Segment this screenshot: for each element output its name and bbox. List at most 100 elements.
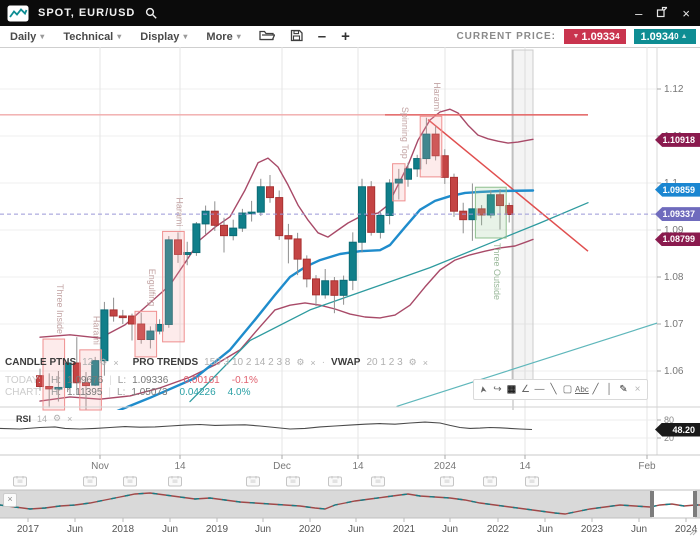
candle-body	[293, 238, 302, 260]
gear-icon[interactable]: ⚙	[408, 357, 417, 367]
close-icon[interactable]: ×	[113, 357, 119, 368]
current-price-label: CURRENT PRICE:	[456, 31, 556, 42]
svg-text:1.09: 1.09	[664, 225, 684, 236]
vwap-indicator-label: VWAP	[331, 357, 361, 368]
rsi-pane: 80 20	[0, 415, 674, 443]
bid-price-badge: ▼ 1.0933 4	[564, 29, 626, 44]
pattern-box-harami	[162, 230, 185, 343]
navigator-left-handle[interactable]	[650, 491, 654, 517]
candle-body	[348, 241, 357, 281]
gear-icon[interactable]: ⚙	[99, 357, 108, 367]
menu-bar: Daily ▾ Technical ▾ Display ▾ More ▾	[10, 31, 241, 43]
candle-body	[422, 133, 431, 160]
navigator-close-button[interactable]: ×	[3, 493, 17, 507]
candle-body	[155, 323, 164, 332]
event-marker[interactable]	[168, 476, 182, 487]
candle-body	[413, 158, 422, 170]
menu-technical[interactable]: Technical ▾	[63, 30, 122, 43]
svg-text:Nov: Nov	[91, 461, 109, 472]
close-icon[interactable]: ×	[422, 357, 428, 368]
angle-tool[interactable]: ∠	[521, 384, 530, 395]
event-marker[interactable]	[123, 476, 137, 487]
event-marker[interactable]	[286, 476, 300, 487]
candle-body	[302, 258, 311, 280]
svg-text:2023: 2023	[581, 524, 604, 535]
pattern-box-spinning-top	[392, 163, 406, 202]
event-marker[interactable]	[13, 476, 27, 487]
chevron-down-icon: ▾	[236, 32, 241, 41]
candle-body	[394, 178, 403, 184]
zoom-in-button[interactable]: +	[341, 28, 350, 45]
svg-text:1.06: 1.06	[664, 366, 684, 377]
gear-icon[interactable]: ⚙	[53, 413, 62, 423]
svg-text:14: 14	[352, 461, 364, 472]
event-marker[interactable]	[371, 476, 385, 487]
candle-body	[256, 186, 265, 213]
connector-tool[interactable]: ↪	[493, 384, 502, 395]
candle-patterns-indicator-label: CANDLE PTNS	[5, 357, 77, 368]
close-icon[interactable]: ×	[310, 357, 316, 368]
candle-body	[266, 186, 274, 199]
svg-text:2018: 2018	[112, 524, 135, 535]
candle-body	[192, 223, 201, 254]
line-tool[interactable]: ╱	[592, 384, 599, 395]
close-tool[interactable]: ×	[634, 384, 641, 395]
candle-body	[45, 386, 54, 390]
text-tool[interactable]: Abc	[575, 385, 589, 394]
candle-body	[284, 235, 293, 240]
svg-text:80: 80	[664, 415, 674, 425]
horizontal-line-tool[interactable]: —	[534, 384, 545, 395]
minimize-button[interactable]: –	[635, 5, 643, 21]
candle-body	[137, 323, 146, 341]
event-marker[interactable]	[483, 476, 497, 487]
menu-display[interactable]: Display ▾	[140, 30, 188, 43]
restore-button[interactable]	[656, 6, 668, 20]
svg-text:Jun: Jun	[631, 524, 647, 535]
candle-body	[100, 309, 109, 362]
titlebar: SPOT, EUR/USD – ×	[0, 0, 700, 26]
candle-body	[312, 278, 320, 296]
pattern-annotations: Three Inside Harami Engulfing Harami Spinnin…	[42, 82, 507, 411]
rsi-line	[0, 421, 533, 431]
ask-price-badge: 1.0934 0 ▲	[634, 29, 696, 44]
svg-text:2019: 2019	[206, 524, 229, 535]
gear-icon[interactable]: ⚙	[296, 357, 305, 367]
svg-text:Jun: Jun	[348, 524, 364, 535]
candle-body	[385, 182, 394, 216]
search-icon[interactable]	[145, 7, 158, 20]
timeline-navigator[interactable]	[0, 489, 700, 519]
candle-body	[118, 315, 127, 319]
open-folder-icon[interactable]	[259, 29, 276, 44]
candle-body	[82, 382, 90, 387]
zoom-out-button[interactable]: –	[317, 28, 327, 45]
chevron-down-icon: ▾	[183, 32, 188, 41]
price-badge: 1.10918	[655, 132, 700, 147]
pattern-box-three-outside	[474, 186, 507, 239]
segment-tool[interactable]: ╲	[550, 384, 557, 395]
menu-daily[interactable]: Daily ▾	[10, 30, 45, 43]
event-marker[interactable]	[246, 476, 260, 487]
rectangle-tool[interactable]: ▢	[562, 384, 573, 395]
rsi-legend: RSI 14 ⚙ ×	[16, 413, 73, 424]
candle-body	[367, 186, 376, 233]
event-marker[interactable]	[525, 476, 539, 487]
event-marker[interactable]	[440, 476, 454, 487]
moving-average-line	[116, 189, 535, 410]
svg-text:Jun: Jun	[537, 524, 553, 535]
candle-body	[146, 330, 155, 341]
candle-body	[164, 239, 173, 325]
pattern-box-engulfing	[134, 310, 158, 358]
candle-body	[174, 239, 182, 255]
event-markers	[13, 476, 539, 487]
close-icon[interactable]: ×	[67, 413, 73, 424]
navigator-right-handle[interactable]	[693, 491, 697, 517]
event-marker[interactable]	[83, 476, 97, 487]
grid-tool[interactable]: ▦	[506, 384, 517, 395]
pencil-tool[interactable]: ✎	[619, 384, 628, 395]
menu-more[interactable]: More ▾	[206, 30, 241, 43]
save-icon[interactable]	[290, 29, 303, 45]
svg-text:1.08: 1.08	[664, 272, 684, 283]
price-chart[interactable]: Three Inside Harami Engulfing Harami Spinnin…	[0, 47, 700, 538]
event-marker[interactable]	[328, 476, 342, 487]
close-button[interactable]: ×	[682, 5, 690, 21]
